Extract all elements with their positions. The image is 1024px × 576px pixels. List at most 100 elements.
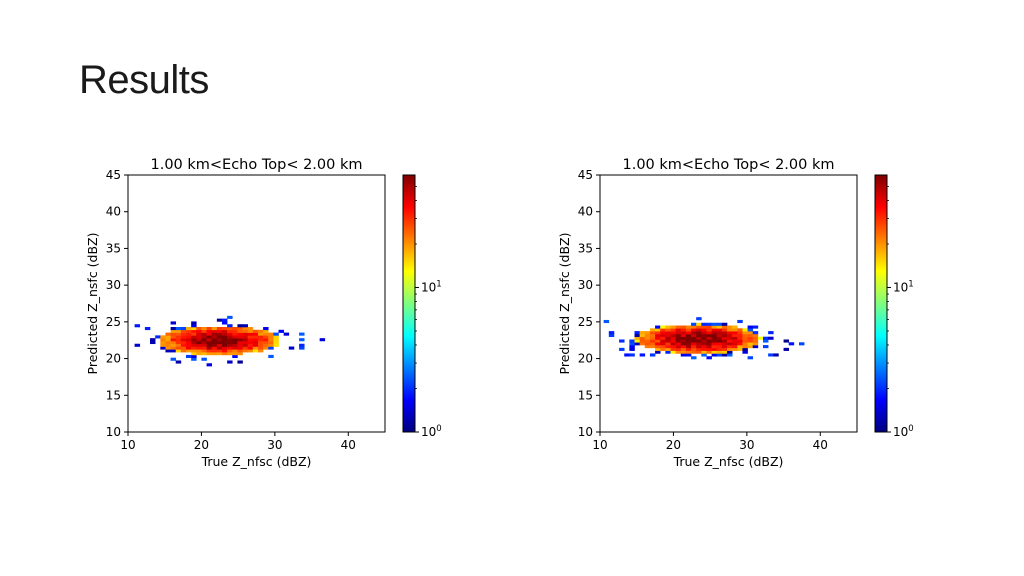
heatmap-cell [644, 336, 651, 340]
heatmap-cell [180, 346, 187, 350]
heatmap-cell [711, 342, 718, 346]
heatmap-cell [691, 350, 697, 354]
heatmap-cell [655, 339, 661, 343]
heatmap-cell [727, 331, 733, 335]
heatmap-cell [257, 335, 264, 339]
heatmap-cell [737, 333, 743, 337]
heatmap-cell [721, 331, 728, 335]
heatmap-cell [165, 332, 171, 336]
heatmap-cell [247, 329, 254, 333]
heatmap-cell [206, 327, 213, 331]
heatmap-cell [742, 347, 748, 351]
heatmap-cell [783, 347, 790, 351]
heatmap-cell [701, 342, 707, 346]
heatmap-cell [180, 335, 187, 339]
heatmap-cell [257, 349, 264, 353]
y-tick-label: 25 [106, 315, 121, 329]
heatmap-cell [191, 324, 197, 328]
heatmap-cell [737, 347, 743, 351]
heatmap-cell [721, 333, 728, 337]
heatmap-cell [742, 342, 748, 346]
heatmap-cell [732, 342, 738, 346]
heatmap-cell [649, 353, 656, 357]
heatmap-cell [237, 360, 243, 364]
heatmap-cell [165, 340, 171, 345]
heatmap-cell [180, 329, 187, 333]
x-axis-label: True Z_nfsc (dBZ) [673, 454, 784, 469]
heatmap-cell [283, 332, 290, 336]
heatmap-cell [701, 345, 707, 349]
heatmap-cell [675, 347, 682, 351]
heatmap-cell [655, 350, 661, 354]
heatmap-cell [299, 343, 305, 347]
heatmap-cell [721, 345, 728, 349]
y-tick-label: 35 [578, 241, 593, 255]
heatmap-cell [747, 328, 754, 332]
heatmap-cell [191, 332, 197, 336]
heatmap-cell [206, 332, 213, 336]
heatmap-cell [716, 331, 723, 335]
heatmap-cell [629, 347, 635, 351]
y-tick-label: 25 [578, 315, 593, 329]
heatmap-cell [165, 346, 171, 350]
heatmap-cell [170, 335, 177, 339]
heatmap-cell [186, 329, 192, 333]
heatmap-cell [680, 353, 687, 357]
heatmap-cell [211, 327, 218, 331]
heatmap-cell [737, 328, 743, 332]
heatmap-cell [732, 331, 738, 335]
heatmap-cell [175, 349, 182, 353]
heatmap-cell [299, 338, 305, 342]
heatmap-cell [670, 331, 676, 335]
heatmap-cell [221, 327, 228, 331]
heatmap-cell [680, 339, 687, 343]
heatmap-cell [268, 335, 274, 339]
heatmap-cell [201, 349, 207, 353]
heatmap-cell [170, 349, 177, 353]
heatmap-cell [696, 322, 702, 326]
heatmap-cell [221, 321, 228, 325]
heatmap-cell [232, 349, 238, 353]
heatmap-cell [732, 347, 738, 351]
heatmap-cell [268, 332, 274, 336]
heatmap-cell [711, 331, 718, 335]
heatmap-cell [201, 327, 207, 331]
heatmap-cell [237, 346, 243, 350]
heatmap-cell [201, 335, 207, 339]
heatmap-cell [201, 332, 207, 336]
heatmap-cell [675, 336, 682, 340]
heatmap-cell [706, 322, 712, 326]
heatmap-cell [696, 345, 702, 349]
heatmap-cell [691, 336, 697, 340]
heatmap-cell [263, 346, 269, 350]
heatmap-cell [242, 338, 248, 342]
heatmap-cell [721, 336, 728, 340]
heatmap-cell [716, 353, 723, 357]
heatmap-cell [737, 336, 743, 340]
heatmap-cell [273, 343, 279, 347]
heatmap-cell [685, 345, 692, 349]
heatmap-cell [160, 335, 166, 339]
heatmap-cell [706, 328, 712, 332]
heatmap-cell [191, 357, 197, 361]
heatmap-cell [655, 342, 661, 346]
heatmap-cell [675, 331, 682, 335]
y-tick-label: 15 [106, 388, 121, 402]
heatmap-cell [660, 333, 666, 337]
heatmap-cell [649, 328, 656, 332]
heatmap-cell [237, 340, 243, 345]
heatmap-cell [196, 327, 202, 331]
heatmap-cell [247, 338, 254, 342]
heatmap-cell [232, 343, 238, 347]
heatmap-cell [696, 331, 702, 335]
heatmap-cell [701, 339, 707, 343]
heatmap-cell [701, 347, 707, 351]
heatmap-cell [175, 338, 182, 342]
heatmap-cell [263, 327, 269, 331]
heatmap-cell [680, 342, 687, 346]
heatmap-cell [206, 340, 213, 345]
heatmap-cell [716, 322, 723, 326]
x-tick-label: 10 [120, 438, 135, 452]
heatmap-cell [670, 325, 676, 329]
heatmap-cell [150, 338, 156, 342]
